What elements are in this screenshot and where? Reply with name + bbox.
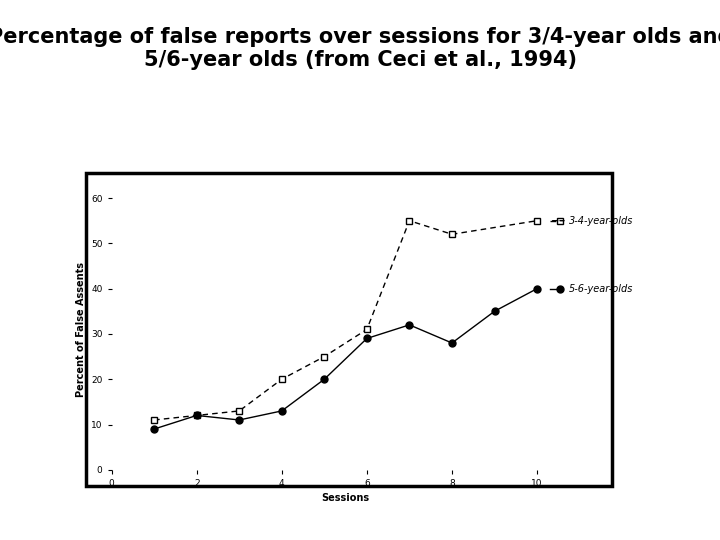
X-axis label: Sessions: Sessions — [322, 494, 369, 503]
Text: 5-6-year-olds: 5-6-year-olds — [569, 284, 634, 294]
Text: Percentage of false reports over sessions for 3/4-year olds and
5/6-year olds (f: Percentage of false reports over session… — [0, 27, 720, 70]
Text: 3-4-year-olds: 3-4-year-olds — [569, 215, 634, 226]
Y-axis label: Percent of False Assents: Percent of False Assents — [76, 262, 86, 397]
